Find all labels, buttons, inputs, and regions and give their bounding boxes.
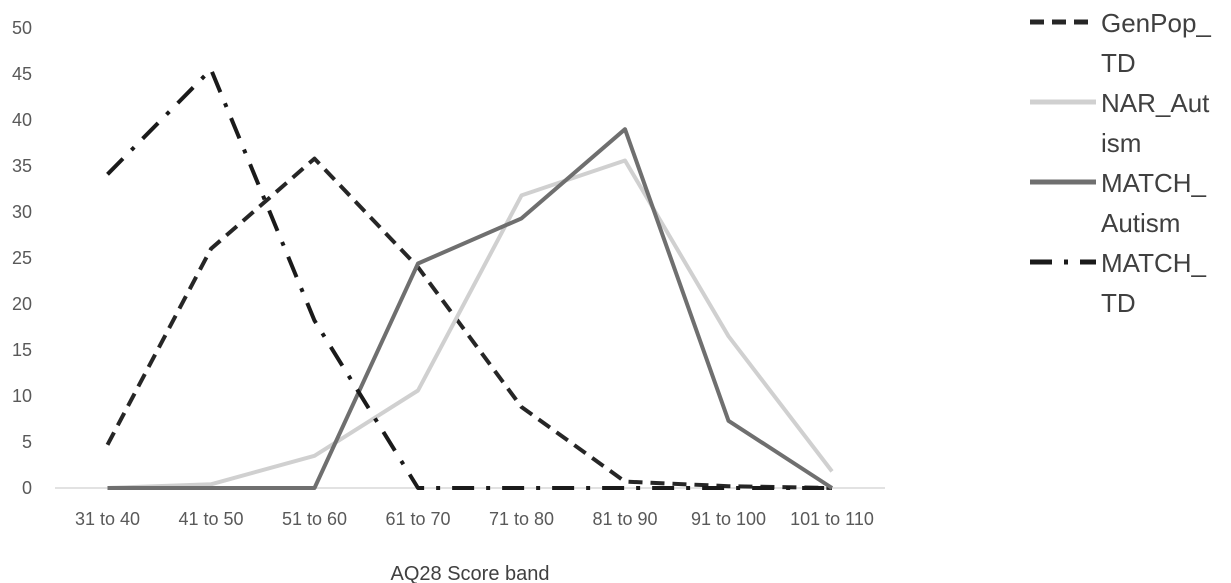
series-line-match-td [106, 67, 832, 490]
series-line-nar-autism [107, 158, 834, 490]
x-tick-label: 51 to 60 [282, 509, 347, 529]
x-axis: 31 to 40 41 to 50 51 to 60 61 to 70 71 to 80… [75, 509, 874, 529]
legend-label: NAR_Aut [1101, 88, 1210, 118]
x-tick-label: 41 to 50 [178, 509, 243, 529]
legend-label: Autism [1101, 208, 1180, 238]
legend: GenPop_ TD NAR_Autism MATCH_ Autism MATCH_ TD [1030, 8, 1211, 318]
x-tick-label: 101 to 110 [790, 509, 874, 529]
legend-entry: MATCH_ TD [1030, 248, 1207, 318]
y-tick-label: 0 [22, 478, 32, 498]
y-tick-label: 40 [12, 110, 32, 130]
y-tick-label: 20 [12, 294, 32, 314]
legend-label: TD [1101, 288, 1136, 318]
x-tick-label: 91 to 100 [691, 509, 766, 529]
legend-label: TD [1101, 48, 1136, 78]
y-tick-label: 10 [12, 386, 32, 406]
legend-entry: MATCH_ Autism [1030, 168, 1207, 238]
x-axis-title: AQ28 Score band [391, 563, 550, 583]
series-group [105, 67, 834, 490]
y-tick-label: 30 [12, 202, 32, 222]
y-tick-label: 5 [22, 432, 32, 452]
x-tick-label: 61 to 70 [385, 509, 450, 529]
x-tick-label: 81 to 90 [592, 509, 657, 529]
y-axis: 0 5 10 15 20 25 30 35 40 45 50 [12, 18, 32, 498]
legend-entry: NAR_Autism [1030, 88, 1210, 158]
legend-label: GenPop_ [1101, 8, 1211, 38]
x-tick-label: 31 to 40 [75, 509, 140, 529]
series-line-match-autism [107, 127, 834, 490]
y-tick-label: 45 [12, 64, 32, 84]
legend-entry: GenPop_ TD [1030, 8, 1211, 78]
legend-label: MATCH_ [1101, 168, 1207, 198]
y-tick-label: 35 [12, 156, 32, 176]
y-tick-label: 15 [12, 340, 32, 360]
x-tick-label: 71 to 80 [489, 509, 554, 529]
y-tick-label: 25 [12, 248, 32, 268]
y-tick-label: 50 [12, 18, 32, 38]
series-line-genpop-td [105, 156, 833, 490]
legend-label: MATCH_ [1101, 248, 1207, 278]
legend-label: ism [1101, 128, 1141, 158]
